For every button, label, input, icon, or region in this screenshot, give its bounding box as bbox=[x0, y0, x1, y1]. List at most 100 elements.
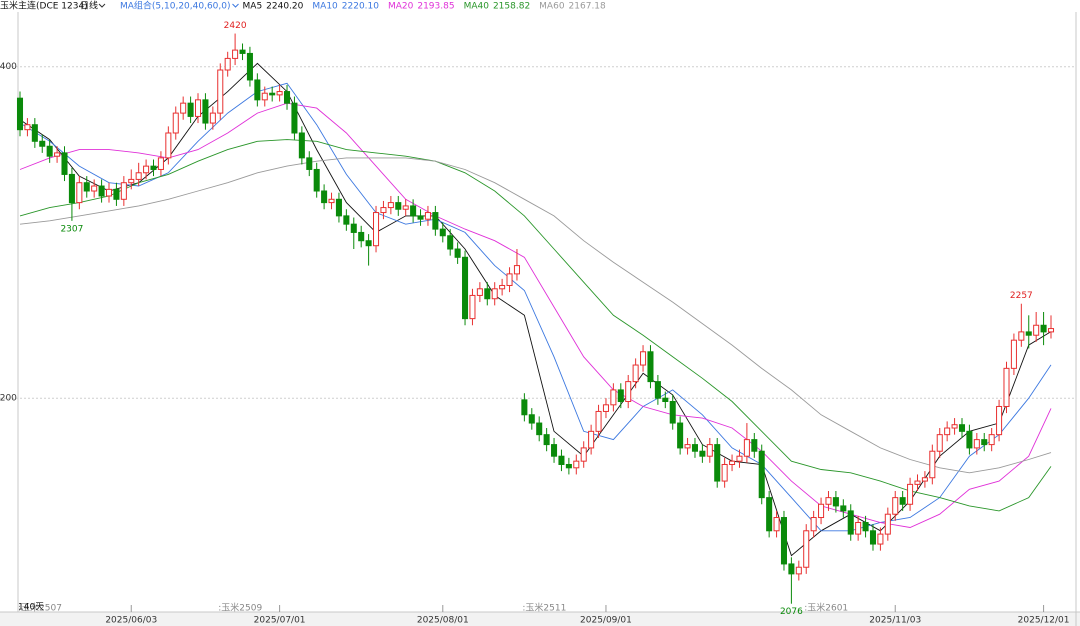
candle-body bbox=[1010, 339, 1017, 369]
candle-body bbox=[869, 530, 877, 545]
x-axis-band bbox=[0, 612, 1080, 626]
candle-body bbox=[254, 79, 261, 101]
candle-body bbox=[298, 132, 305, 159]
candle-body bbox=[105, 188, 113, 197]
ma-line bbox=[19, 139, 1052, 512]
candle-body bbox=[417, 215, 424, 220]
candle-body bbox=[291, 102, 298, 134]
candle-body bbox=[1003, 367, 1010, 407]
candle-body bbox=[714, 444, 721, 482]
days-label: 140天 bbox=[18, 603, 44, 613]
candle-body bbox=[677, 422, 684, 449]
legend-value: 2220.10 bbox=[342, 2, 379, 12]
candle-body bbox=[558, 455, 565, 465]
dropdown-icon[interactable] bbox=[98, 3, 106, 8]
y-tick-label: 2200 bbox=[0, 394, 17, 404]
candle-body bbox=[61, 152, 68, 175]
candle-body bbox=[328, 198, 335, 204]
candle-body bbox=[892, 497, 899, 515]
candle-body bbox=[24, 124, 31, 131]
candle-body bbox=[610, 389, 617, 406]
candle-body bbox=[840, 505, 847, 512]
candle-body bbox=[39, 140, 46, 147]
candle-body bbox=[373, 212, 380, 247]
candle-body bbox=[68, 173, 75, 204]
candle-body bbox=[358, 231, 365, 242]
candle-body bbox=[981, 439, 988, 446]
candle-body bbox=[276, 91, 283, 96]
candle-body bbox=[766, 497, 773, 532]
candle-body bbox=[380, 207, 387, 214]
candle-body bbox=[810, 517, 817, 532]
legend-value: 2193.85 bbox=[417, 2, 454, 12]
candle-body bbox=[387, 202, 394, 209]
candle-body bbox=[973, 439, 980, 449]
candle-body bbox=[157, 157, 164, 170]
candle-body bbox=[113, 188, 120, 200]
candle-body bbox=[454, 248, 461, 258]
ma-group-selector[interactable]: MA组合(5,10,20,40,60,0) bbox=[120, 0, 231, 12]
legend-value: 2240.20 bbox=[266, 2, 303, 12]
candle-body bbox=[914, 480, 921, 485]
candle-body bbox=[855, 521, 862, 535]
candle-body bbox=[543, 434, 550, 446]
candle-body bbox=[721, 463, 728, 482]
candle-body bbox=[246, 52, 253, 81]
candle-body bbox=[365, 240, 372, 247]
candle-body bbox=[780, 517, 788, 565]
candle-body bbox=[588, 430, 595, 449]
x-tick-label: 2025/11/03 bbox=[869, 616, 921, 626]
candle-body bbox=[773, 517, 780, 532]
candle-body bbox=[506, 273, 513, 286]
candle-body bbox=[350, 223, 357, 233]
candle-body bbox=[447, 235, 454, 250]
period-selector[interactable]: 日线 bbox=[80, 0, 98, 12]
candle-body bbox=[951, 424, 958, 429]
candle-body bbox=[54, 152, 61, 157]
chart-title: 玉米主连(DCE 1234) bbox=[0, 0, 88, 12]
candle-body bbox=[640, 351, 647, 366]
candle-body bbox=[743, 439, 750, 457]
candle-body bbox=[699, 450, 706, 457]
candle-body bbox=[165, 132, 172, 159]
x-tick-label: 2025/07/01 bbox=[254, 616, 306, 626]
candle-body bbox=[98, 185, 105, 197]
candle-body bbox=[1047, 328, 1055, 333]
candle-body bbox=[847, 510, 854, 535]
roll-marker: :玉米2511 bbox=[522, 602, 566, 614]
x-tick-label: 2025/12/01 bbox=[1018, 616, 1070, 626]
legend-item: MA5 2240.20 bbox=[243, 2, 304, 12]
candle-body bbox=[1040, 324, 1047, 333]
candle-body bbox=[76, 182, 83, 204]
candle-body bbox=[736, 455, 743, 462]
candle-body bbox=[343, 215, 350, 225]
roll-marker: :玉米2601 bbox=[804, 602, 848, 614]
dropdown-icon[interactable] bbox=[232, 3, 239, 8]
legend-name: MA60 bbox=[539, 2, 565, 12]
candle-body bbox=[232, 49, 239, 59]
candle-body bbox=[269, 92, 276, 96]
candle-body bbox=[499, 284, 506, 290]
header: 玉米主连(DCE 1234) 日线 MA组合(5,10,20,40,60,0) bbox=[0, 0, 239, 12]
candle-body bbox=[202, 99, 209, 124]
x-tick-label: 2025/08/01 bbox=[417, 616, 469, 626]
candle-body bbox=[439, 228, 446, 237]
candle-body bbox=[306, 157, 313, 170]
candle-body bbox=[120, 182, 127, 200]
candle-body bbox=[602, 404, 609, 412]
candle-body bbox=[825, 497, 832, 505]
candle-body bbox=[83, 182, 90, 192]
ma-line bbox=[19, 157, 1052, 474]
candle-body bbox=[135, 172, 142, 180]
candle-body bbox=[884, 513, 891, 535]
candle-body bbox=[818, 503, 825, 519]
legend-value: 2158.82 bbox=[493, 2, 530, 12]
legend-item: MA20 2193.85 bbox=[388, 2, 455, 12]
candle-body bbox=[143, 165, 150, 174]
candle-body bbox=[654, 381, 661, 399]
candle-body bbox=[751, 439, 758, 452]
candle-body bbox=[988, 434, 995, 446]
candle-body bbox=[632, 364, 639, 383]
candle-body bbox=[551, 444, 558, 457]
